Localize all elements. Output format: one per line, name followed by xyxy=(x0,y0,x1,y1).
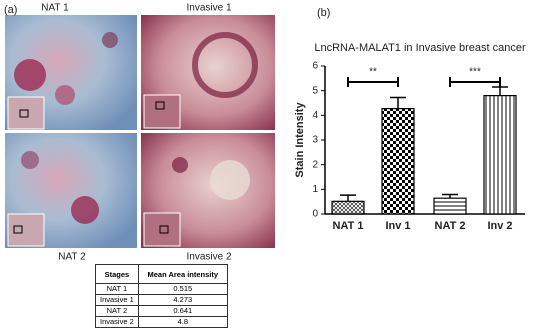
table-header: Stages xyxy=(95,264,139,284)
image-label: Invasive 1 xyxy=(186,3,231,14)
x-tick-label: NAT 1 xyxy=(333,220,364,232)
significance-label: ** xyxy=(369,67,377,78)
table: Stages Mean Area intensity NAT 1 0.515 Inv… xyxy=(95,264,228,328)
significance-label: *** xyxy=(469,67,481,78)
y-tick-label: 6 xyxy=(312,61,318,72)
table-cell: NAT 2 xyxy=(95,305,139,317)
x-tick-label: Inv 1 xyxy=(385,220,410,232)
y-tick-label: 5 xyxy=(312,85,318,96)
table-cell: 0.641 xyxy=(137,305,228,317)
bar xyxy=(381,107,415,215)
y-tick-label: 0 xyxy=(312,209,318,220)
table-cell: 4.8 xyxy=(137,316,228,328)
table-header: Mean Area intensity xyxy=(137,264,228,284)
y-tick-label: 3 xyxy=(312,135,318,146)
image-label: Invasive 2 xyxy=(186,252,231,263)
image-label: NAT 1 xyxy=(41,3,69,14)
significance-bracket xyxy=(347,77,399,87)
panel-label: (a) xyxy=(4,4,17,16)
error-bar xyxy=(492,86,508,96)
significance-bracket xyxy=(449,77,501,87)
table-cell: NAT 1 xyxy=(95,283,139,295)
bar xyxy=(433,197,467,215)
y-axis-label: Stain Intensity xyxy=(294,102,306,178)
error-bar xyxy=(340,194,356,202)
x-tick-label: NAT 2 xyxy=(435,220,466,232)
table-cell: 0.515 xyxy=(137,283,228,295)
table-cell: Invasive 2 xyxy=(95,316,139,328)
image-label: NAT 2 xyxy=(58,252,86,263)
error-bar xyxy=(390,96,406,109)
chart-title: LncRNA-MALAT1 in Invasive breast cancer xyxy=(314,42,526,54)
histology-images xyxy=(5,15,275,248)
y-tick-label: 1 xyxy=(312,184,318,195)
x-tick-label: Inv 2 xyxy=(487,220,512,232)
table-cell: Invasive 1 xyxy=(95,294,139,306)
error-bar xyxy=(442,193,458,199)
bar xyxy=(331,200,365,215)
y-tick-label: 4 xyxy=(312,110,318,121)
y-tick-label: 2 xyxy=(312,159,318,170)
bar xyxy=(483,94,517,215)
table-cell: 4.273 xyxy=(137,294,228,306)
panel-label: (b) xyxy=(317,7,330,19)
